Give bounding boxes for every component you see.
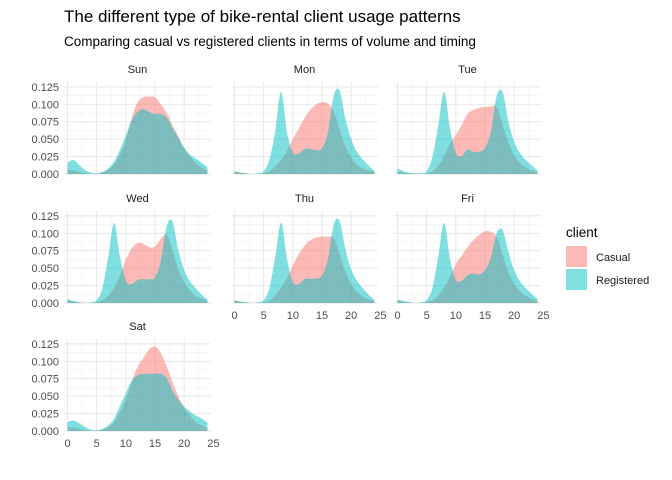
y-tick-label: 0.050 [31, 263, 59, 275]
y-tick-label: 0.125 [31, 82, 59, 94]
x-tick-label: 10 [287, 310, 299, 322]
facet-panel-wed: Wed 0.000 0.025 0.050 0.075 0.100 0.125 [31, 193, 211, 310]
x-tick-label: 15 [479, 310, 491, 322]
density-area-registered [234, 88, 375, 174]
x-tick-label: 5 [94, 438, 100, 450]
facet-panel-sat: Sat 0.000 0.025 0.050 0.075 0.100 0.125 0 5 10 15 2… [31, 321, 219, 450]
x-tick-label: 5 [261, 310, 267, 322]
y-tick-label: 0.025 [31, 409, 59, 421]
chart-title: The different type of bike-rental client… [64, 7, 461, 26]
density-area-registered [67, 109, 208, 174]
density-area-registered [234, 218, 375, 303]
x-tick-label: 25 [374, 310, 386, 322]
chart-subtitle: Comparing casual vs registered clients i… [64, 34, 476, 49]
x-tick-label: 0 [231, 310, 237, 322]
x-tick-label: 20 [178, 438, 190, 450]
legend-label-registered: Registered [596, 275, 649, 287]
x-tick-label: 5 [424, 310, 430, 322]
density-area-registered [397, 222, 538, 303]
facet-panel-thu: Thu 0 5 10 15 20 25 [231, 193, 386, 322]
facet-strip-label: Thu [295, 193, 314, 205]
y-tick-label: 0.125 [31, 339, 59, 351]
x-tick-label: 15 [316, 310, 328, 322]
density-area-registered [397, 89, 538, 174]
y-tick-label: 0.100 [31, 99, 59, 111]
x-tick-label: 25 [537, 310, 549, 322]
y-tick-label: 0.100 [31, 356, 59, 368]
x-tick-label: 10 [450, 310, 462, 322]
y-tick-label: 0.000 [31, 169, 59, 181]
y-tick-label: 0.050 [31, 391, 59, 403]
facet-strip-label: Sat [129, 321, 146, 333]
legend: client Casual Registered [566, 225, 649, 290]
y-tick-label: 0.075 [31, 374, 59, 386]
facet-panel-sun: Sun 0.000 0.025 0.050 0.075 0.100 0.125 [31, 64, 211, 181]
y-tick-label: 0.100 [31, 228, 59, 240]
y-tick-label: 0.075 [31, 117, 59, 129]
x-tick-label: 0 [394, 310, 400, 322]
y-tick-label: 0.000 [31, 298, 59, 310]
y-tick-label: 0.050 [31, 134, 59, 146]
legend-key-registered [566, 269, 587, 290]
facet-panels: Sun 0.000 0.025 0.050 0.075 0.100 0.125 Mon Tue W… [31, 64, 549, 450]
x-tick-label: 25 [207, 438, 219, 450]
legend-label-casual: Casual [596, 252, 630, 264]
facet-strip-label: Tue [458, 64, 477, 76]
density-area-registered [67, 373, 208, 431]
y-tick-label: 0.125 [31, 211, 59, 223]
facet-panel-mon: Mon [231, 64, 378, 175]
x-tick-label: 10 [120, 438, 132, 450]
legend-title: client [566, 225, 598, 240]
facet-strip-label: Fri [461, 193, 474, 205]
facet-strip-label: Sun [128, 64, 148, 76]
x-tick-label: 20 [345, 310, 357, 322]
x-tick-label: 20 [508, 310, 520, 322]
legend-key-casual [566, 246, 587, 267]
y-tick-label: 0.025 [31, 152, 59, 164]
facet-panel-fri: Fri 0 5 10 15 20 25 [394, 193, 549, 322]
density-area-registered [67, 219, 208, 303]
facet-panel-tue: Tue [394, 64, 541, 175]
x-tick-label: 0 [64, 438, 70, 450]
facet-strip-label: Mon [294, 64, 315, 76]
facet-strip-label: Wed [126, 193, 148, 205]
y-tick-label: 0.025 [31, 281, 59, 293]
x-tick-label: 15 [149, 438, 161, 450]
y-tick-label: 0.000 [31, 426, 59, 438]
y-tick-label: 0.075 [31, 246, 59, 258]
